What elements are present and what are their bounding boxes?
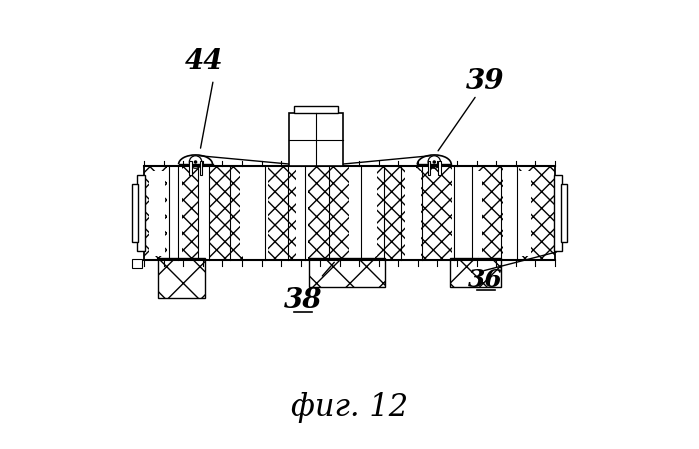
Bar [137,176,145,251]
Bar [289,113,343,167]
Bar [132,185,138,242]
Bar [514,171,531,256]
Bar [554,176,562,251]
Bar [132,260,142,268]
Bar [200,161,202,176]
Text: 36: 36 [468,269,503,292]
Text: 39: 39 [466,68,505,95]
Bar [450,258,501,287]
Bar [296,166,308,260]
Text: 38: 38 [283,287,322,314]
Bar [144,167,555,260]
Bar [452,166,477,260]
Bar [428,161,431,176]
Bar [438,161,441,176]
Circle shape [433,160,436,164]
Bar [294,106,338,113]
Bar [350,166,375,260]
Bar [310,258,385,287]
Bar [456,171,482,256]
Bar [352,171,377,256]
Text: фиг. 12: фиг. 12 [291,392,408,423]
Bar [503,166,519,260]
Bar [296,171,307,256]
Bar [157,258,205,298]
Bar [198,171,209,256]
Bar [243,166,268,260]
Bar [410,171,421,256]
Bar [167,166,182,260]
Bar [189,161,192,176]
Bar [561,185,567,242]
Bar [149,171,165,256]
Bar [405,166,417,260]
Bar [240,171,266,256]
Text: 44: 44 [185,48,224,75]
Circle shape [194,160,197,164]
Bar [198,166,209,260]
